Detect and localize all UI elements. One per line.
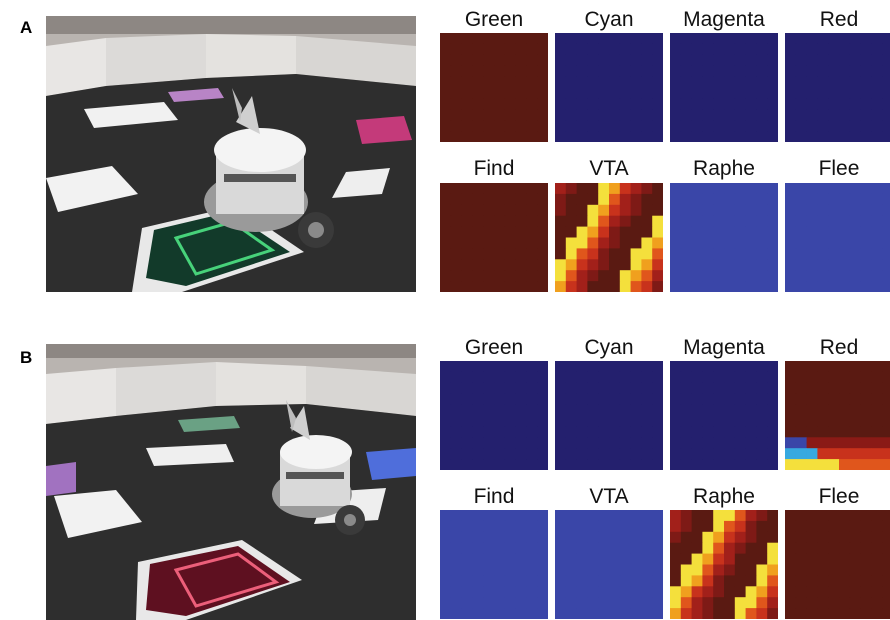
map-label-green-b: Green [464,336,524,359]
map-flee-b [785,510,890,619]
map-red-a [785,33,890,142]
map-label-cyan-b: Cyan [584,336,634,359]
map-green-b [440,361,548,470]
map-label-red-a: Red [819,8,859,31]
map-label-find-b: Find [473,485,515,508]
map-label-vta-b: VTA [589,485,629,508]
map-magenta-a [670,33,778,142]
map-green-a [440,33,548,142]
map-label-red-b: Red [819,336,859,359]
map-find-a [440,183,548,292]
map-magenta-b [670,361,778,470]
map-red-b [785,361,890,470]
map-label-green-a: Green [464,8,524,31]
map-raphe-a [670,183,778,292]
map-vta-b [555,510,663,619]
map-label-cyan-a: Cyan [584,8,634,31]
robot-arena-photo-b [46,344,416,620]
map-label-find-a: Find [473,157,515,180]
panel-letter-a: A [20,18,33,37]
map-raphe-b [670,510,778,619]
map-label-raphe-a: Raphe [693,157,755,180]
panel-letter-b: B [20,348,33,367]
map-cyan-a [555,33,663,142]
map-label-flee-a: Flee [818,157,860,180]
map-label-magenta-b: Magenta [683,336,765,359]
map-label-vta-a: VTA [589,157,629,180]
map-cyan-b [555,361,663,470]
map-label-raphe-b: Raphe [693,485,755,508]
map-find-b [440,510,548,619]
map-vta-a [555,183,663,292]
map-label-flee-b: Flee [818,485,860,508]
map-label-magenta-a: Magenta [683,8,765,31]
robot-arena-photo-a [46,16,416,292]
map-flee-a [785,183,890,292]
